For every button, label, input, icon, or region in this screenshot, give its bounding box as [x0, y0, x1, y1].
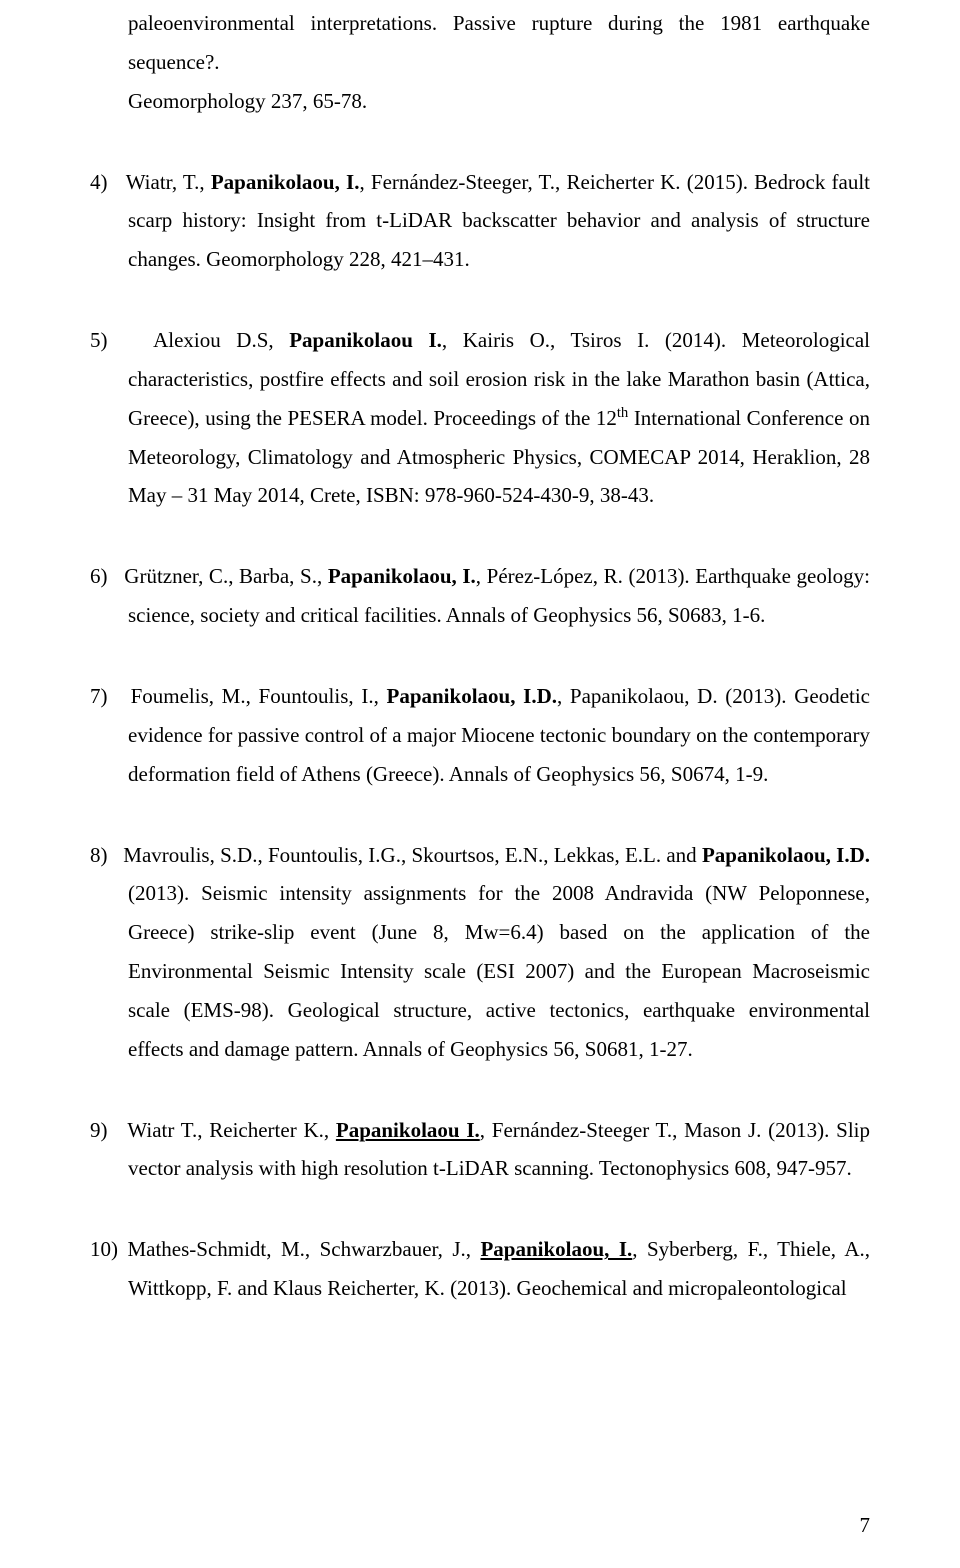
ref-text: paleoenvironmental interpretations. Pass… [128, 11, 870, 74]
author-highlight: Papanikolaou, I. [328, 564, 476, 588]
ref-text: Alexiou D.S, [153, 328, 289, 352]
author-highlight: Papanikolaou, I.D. [387, 684, 558, 708]
ref-number: 9) [90, 1118, 108, 1142]
ref-entry-9: 9) Wiatr T., Reicherter K., Papanikolaou… [90, 1111, 870, 1189]
ref-text: Mavroulis, S.D., Fountoulis, I.G., Skour… [123, 843, 702, 867]
page: paleoenvironmental interpretations. Pass… [0, 0, 960, 1568]
author-highlight: Papanikolaou, I.D. [702, 843, 870, 867]
ref-entry-7: 7) Foumelis, M., Fountoulis, I., Papanik… [90, 677, 870, 794]
ref-text: Wiatr T., Reicherter K., [127, 1118, 335, 1142]
page-number: 7 [860, 1513, 871, 1538]
ref-number: 8) [90, 843, 108, 867]
author-highlight: Papanikolaou, I. [480, 1237, 632, 1261]
ref-number: 7) [90, 684, 108, 708]
ref-number: 5) [90, 328, 108, 352]
ref-entry-3-tail: paleoenvironmental interpretations. Pass… [90, 4, 870, 121]
ref-text: Geomorphology 237, 65-78. [128, 89, 367, 113]
ref-text: Grützner, C., Barba, S., [124, 564, 328, 588]
author-highlight: Papanikolaou I. [289, 328, 442, 352]
ref-text: Foumelis, M., Fountoulis, I., [131, 684, 387, 708]
ref-text: Mathes-Schmidt, M., Schwarzbauer, J., [127, 1237, 480, 1261]
author-highlight: Papanikolaou I. [336, 1118, 480, 1142]
ref-entry-8: 8) Mavroulis, S.D., Fountoulis, I.G., Sk… [90, 836, 870, 1069]
ref-entry-4: 4) Wiatr, T., Papanikolaou, I., Fernánde… [90, 163, 870, 280]
ref-number: 6) [90, 564, 108, 588]
ref-text: Wiatr, T., [126, 170, 211, 194]
author-highlight: Papanikolaou, I. [211, 170, 360, 194]
ref-entry-10: 10) Mathes-Schmidt, M., Schwarzbauer, J.… [90, 1230, 870, 1308]
superscript: th [617, 405, 628, 421]
ref-number: 10) [90, 1237, 118, 1261]
ref-text: (2013). Seismic intensity assignments fo… [128, 881, 870, 1060]
ref-number: 4) [90, 170, 108, 194]
ref-entry-5: 5) Alexiou D.S, Papanikolaou I., Kairis … [90, 321, 870, 515]
ref-entry-6: 6) Grützner, C., Barba, S., Papanikolaou… [90, 557, 870, 635]
